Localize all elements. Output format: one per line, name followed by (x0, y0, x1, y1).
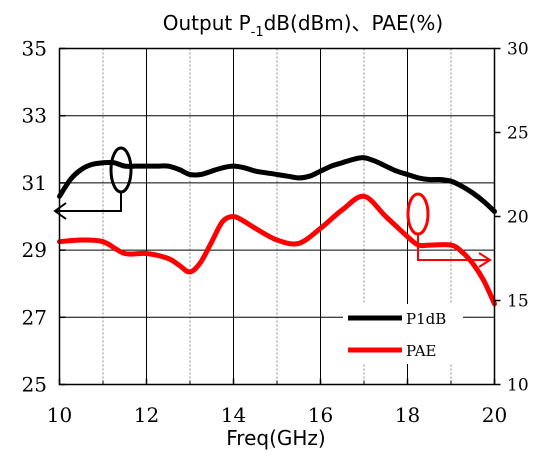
x-axis-label: Freq(GHz) (226, 426, 325, 450)
legend-label-p1db: P1dB (406, 310, 446, 328)
chart-title: Output P-1dB(dBm)、PAE(%) (163, 11, 444, 40)
pae-annotation (406, 192, 492, 268)
x-tick-label: 18 (395, 403, 420, 427)
p1db-annotation-ellipse (109, 146, 133, 194)
series-layer (57, 155, 497, 307)
tick-layer (58, 47, 501, 386)
series-line-pae (57, 193, 497, 307)
y-right-tick-label: 25 (507, 124, 529, 144)
pae-annotation-ellipse (406, 192, 430, 236)
y-right-tick-label: 15 (507, 292, 529, 312)
chart-title-sub: -1 (251, 25, 264, 40)
y-right-tick-label: 10 (507, 376, 529, 396)
y-right-tick-label: 30 (507, 40, 529, 60)
p1db-annotation (53, 146, 133, 220)
legend-box (343, 304, 463, 364)
y-left-tick-label: 31 (22, 171, 47, 195)
x-tick-label: 14 (221, 403, 246, 427)
y-left-tick-label: 29 (22, 238, 47, 262)
x-tick-label: 16 (308, 403, 333, 427)
legend-label-pae: PAE (406, 342, 437, 360)
y-right-tick-label: 20 (507, 208, 529, 228)
x-tick-label: 10 (47, 403, 72, 427)
label-layer: 10 12 14 16 18 20 25 27 29 31 33 35 10 15 20 25 30 (22, 37, 529, 428)
x-tick-label: 20 (482, 403, 507, 427)
series-line-p1db (57, 155, 497, 214)
pae-annotation-arrow (417, 234, 492, 268)
chart-title-rest: dB(dBm)、PAE(%) (264, 11, 444, 35)
p1db-annotation-arrow (53, 192, 122, 220)
y-left-tick-label: 27 (22, 305, 47, 329)
legend: P1dB PAE (343, 304, 463, 364)
y-left-tick-label: 33 (22, 104, 47, 128)
y-left-tick-label: 35 (22, 37, 47, 61)
x-tick-label: 12 (134, 403, 159, 427)
chart-title-main: Output P (163, 11, 251, 35)
y-left-tick-label: 25 (22, 373, 47, 397)
